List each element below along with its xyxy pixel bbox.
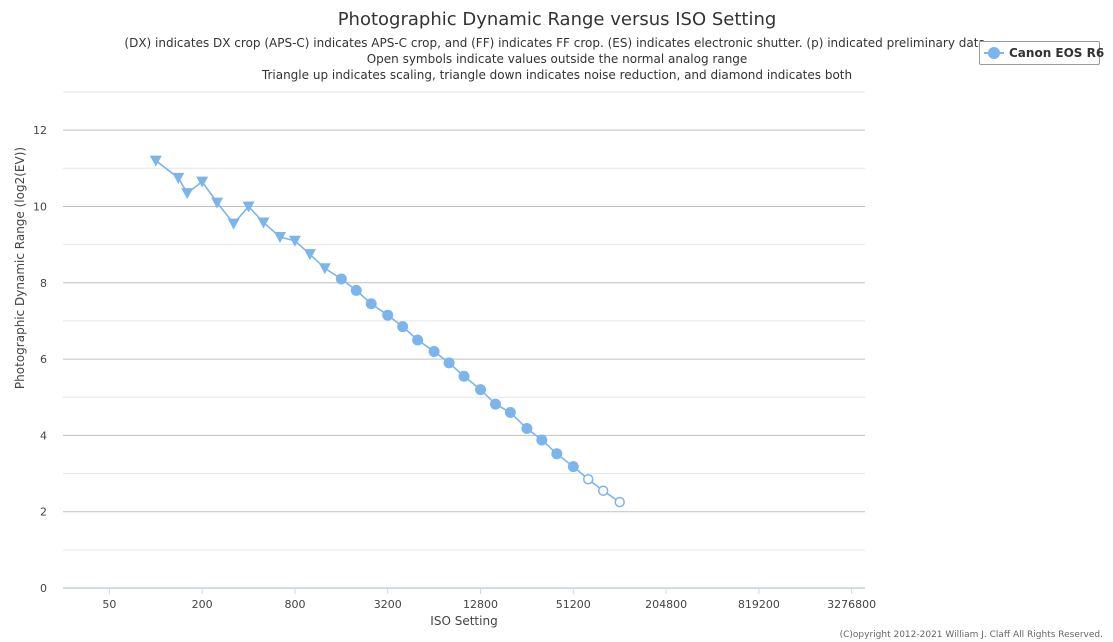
chart-subtitle-line-3: Triangle up indicates scaling, triangle … [261,68,852,82]
data-point-triangle-down[interactable] [274,231,287,243]
y-tick-label: 4 [40,429,47,442]
data-point-triangle-down[interactable] [227,218,240,230]
data-point-open-circle[interactable] [597,485,609,496]
y-tick-label: 8 [40,277,47,290]
grid [63,91,865,589]
legend-label: Canon EOS R6 [1009,46,1105,60]
x-tick-label: 819200 [738,598,780,611]
x-axis-title: ISO Setting [430,614,497,628]
chart-subtitle-line-2: Open symbols indicate values outside the… [367,52,748,66]
data-point-circle[interactable] [458,370,470,382]
chart-subtitle-line-1: (DX) indicates DX crop (APS-C) indicates… [124,36,989,50]
y-axis-title: Photographic Dynamic Range (log2(EV)) [13,147,27,389]
series-canon-eos-r6 [149,155,625,508]
data-point-circle[interactable] [412,334,424,346]
y-tick-label: 6 [40,353,47,366]
data-point-triangle-down[interactable] [242,201,255,213]
chart-title: Photographic Dynamic Range versus ISO Se… [338,9,777,30]
x-tick-label: 50 [102,598,116,611]
data-point-circle[interactable] [443,357,455,369]
x-tick-label: 51200 [556,598,591,611]
y-tick-label: 12 [33,124,47,137]
series-line [155,160,621,503]
data-point-open-circle[interactable] [582,474,594,485]
x-tick-label: 200 [192,598,213,611]
x-tick-label: 3276800 [827,598,876,611]
legend-circle-icon [988,47,1000,59]
data-point-circle[interactable] [551,448,563,460]
data-point-circle[interactable] [521,423,533,435]
data-point-triangle-down[interactable] [288,235,301,247]
data-point-circle[interactable] [428,345,440,357]
data-point-triangle-down[interactable] [303,249,316,261]
data-point-triangle-down[interactable] [149,155,162,167]
data-point-circle[interactable] [536,434,548,446]
y-tick-label: 0 [40,582,47,595]
data-point-circle[interactable] [365,298,377,310]
data-point-open-circle[interactable] [614,496,625,508]
credits[interactable]: (C)opyright 2012-2021 William J. Claff A… [839,630,1103,640]
data-point-circle[interactable] [567,461,579,473]
data-point-triangle-down[interactable] [257,217,270,229]
legend[interactable]: Canon EOS R6 [979,41,1104,65]
x-tick-label: 204800 [645,598,687,611]
data-point-circle[interactable] [397,321,409,333]
data-point-triangle-down[interactable] [318,263,331,275]
y-tick-label: 2 [40,506,47,519]
data-point-circle[interactable] [382,309,394,321]
data-point-circle[interactable] [335,273,347,285]
data-point-circle[interactable] [350,284,362,296]
data-point-circle[interactable] [504,406,516,418]
data-point-triangle-down[interactable] [196,176,209,188]
data-point-circle[interactable] [475,384,487,396]
x-tick-label: 800 [284,598,305,611]
x-tick-label: 3200 [374,598,402,611]
x-tick-label: 12800 [463,598,498,611]
data-point-circle[interactable] [489,398,501,410]
x-axis-ticks: 50 200 800 3200 12800 51200 204800 819200 327680… [63,588,876,611]
data-point-triangle-down[interactable] [172,172,185,184]
data-point-triangle-down[interactable] [211,197,224,209]
y-axis-ticks: 0 2 4 6 8 10 12 [33,124,47,595]
data-point-triangle-down[interactable] [181,188,194,200]
y-tick-label: 10 [33,200,47,213]
